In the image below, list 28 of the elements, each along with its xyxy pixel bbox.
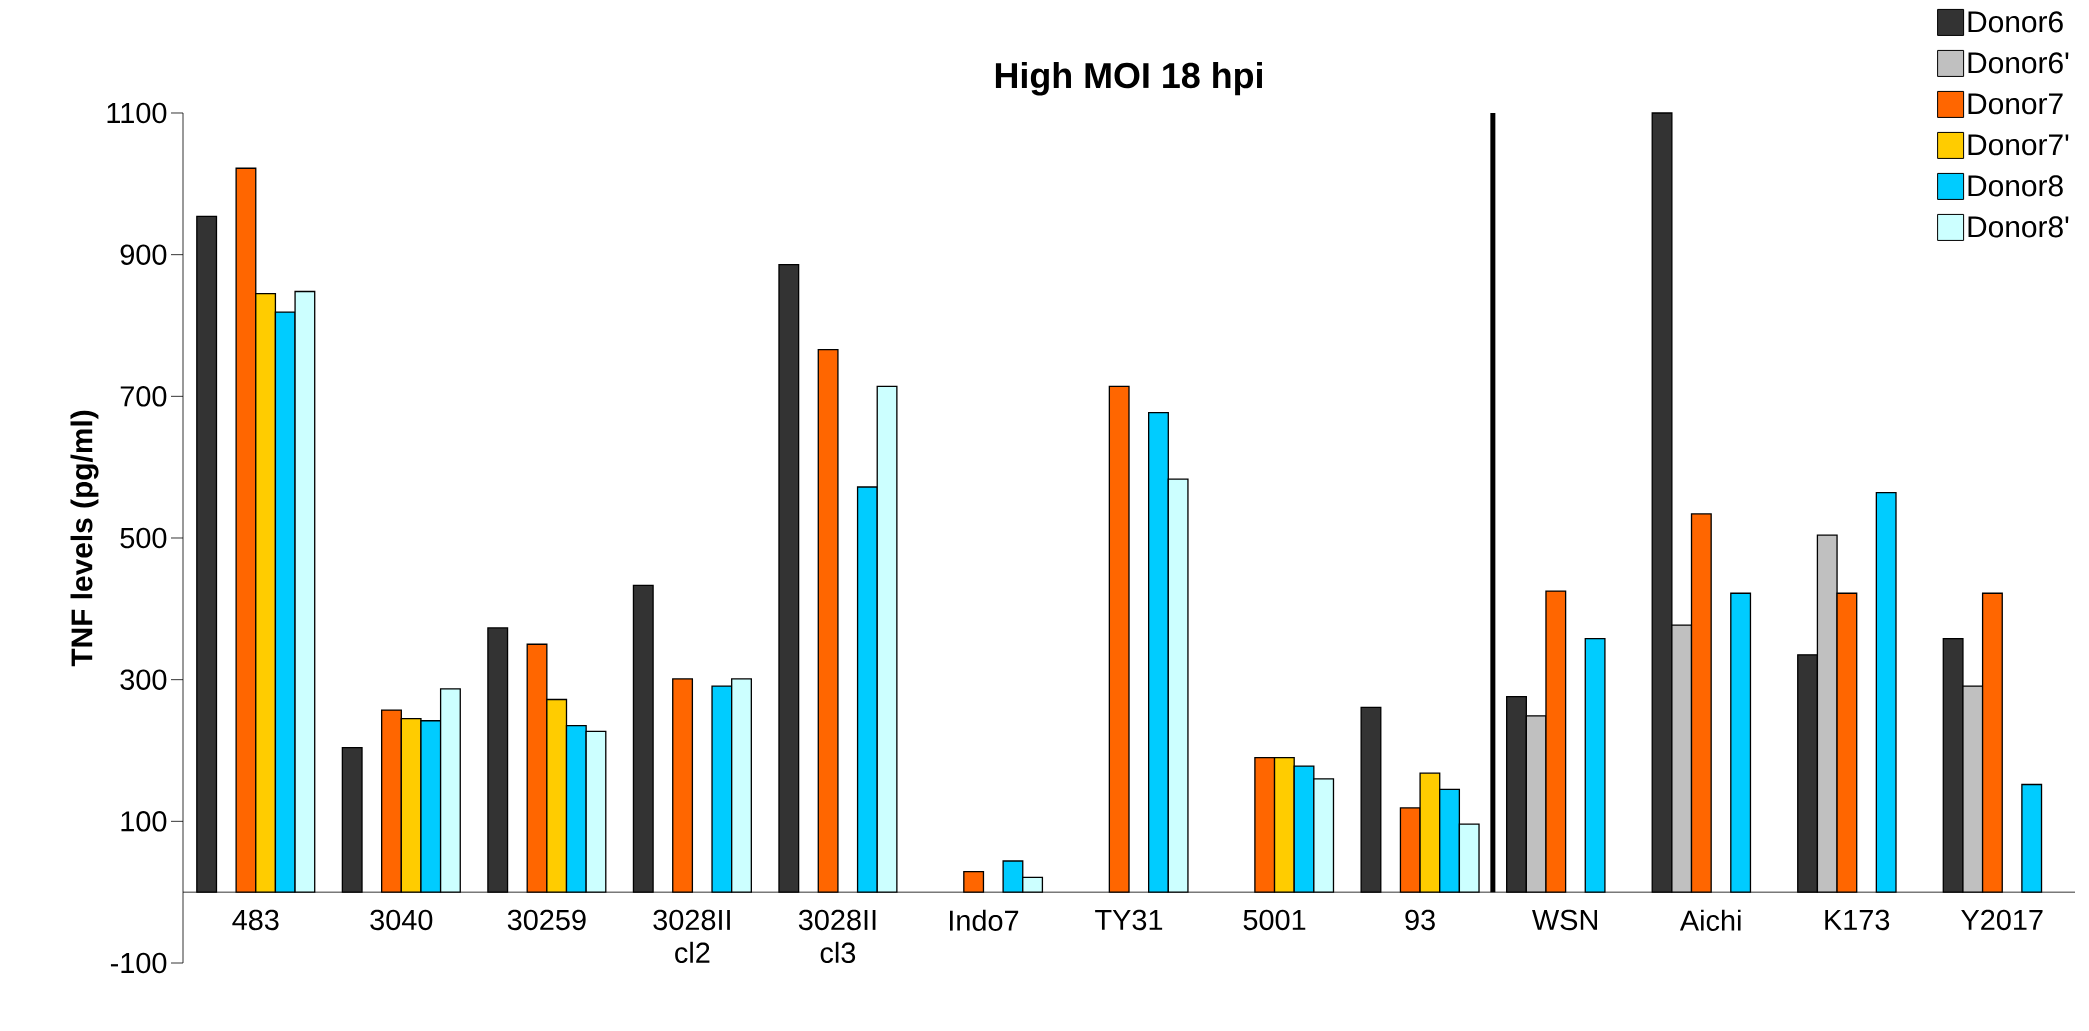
x-tick-label: 3028II cl3 <box>798 909 876 964</box>
legend-label: Donor8' <box>1968 216 2069 238</box>
x-tick-label: WSN <box>1532 909 1597 931</box>
y-tick-label: 1100 <box>107 102 167 124</box>
x-tick-label: TY31 <box>1095 909 1163 931</box>
x-tick-label: 5001 <box>1243 909 1306 931</box>
x-tick-label: 3028II cl2 <box>653 909 730 964</box>
x-tick-label: 483 <box>232 909 279 931</box>
x-tick-label: 30259 <box>507 909 586 931</box>
x-tick-label: K173 <box>1825 909 1890 931</box>
legend-label: Donor6 <box>1968 11 2063 33</box>
legend-label: Donor6' <box>1968 52 2069 74</box>
y-tick-label: 500 <box>120 527 167 549</box>
chart-title: High MOI 18 hpi <box>995 61 1262 96</box>
y-tick-label: -100 <box>110 952 167 974</box>
y-tick-label: 900 <box>120 244 167 265</box>
x-tick-label: Aichi <box>1679 909 1741 931</box>
y-tick-label: 100 <box>121 811 167 832</box>
x-tick-label: 93 <box>1405 909 1435 931</box>
legend-label: Donor8 <box>1968 175 2063 197</box>
y-tick-label: 300 <box>120 669 167 690</box>
legend-label: Donor7' <box>1968 134 2069 156</box>
y-axis-title: TNF levels (pg/ml) <box>70 410 99 667</box>
x-tick-label: Indo7 <box>949 909 1019 931</box>
x-tick-label: 3040 <box>370 909 433 931</box>
y-tick-label: 700 <box>120 386 167 407</box>
x-tick-label: Y2017 <box>1961 909 2043 931</box>
legend-label: Donor7 <box>1968 93 2063 115</box>
